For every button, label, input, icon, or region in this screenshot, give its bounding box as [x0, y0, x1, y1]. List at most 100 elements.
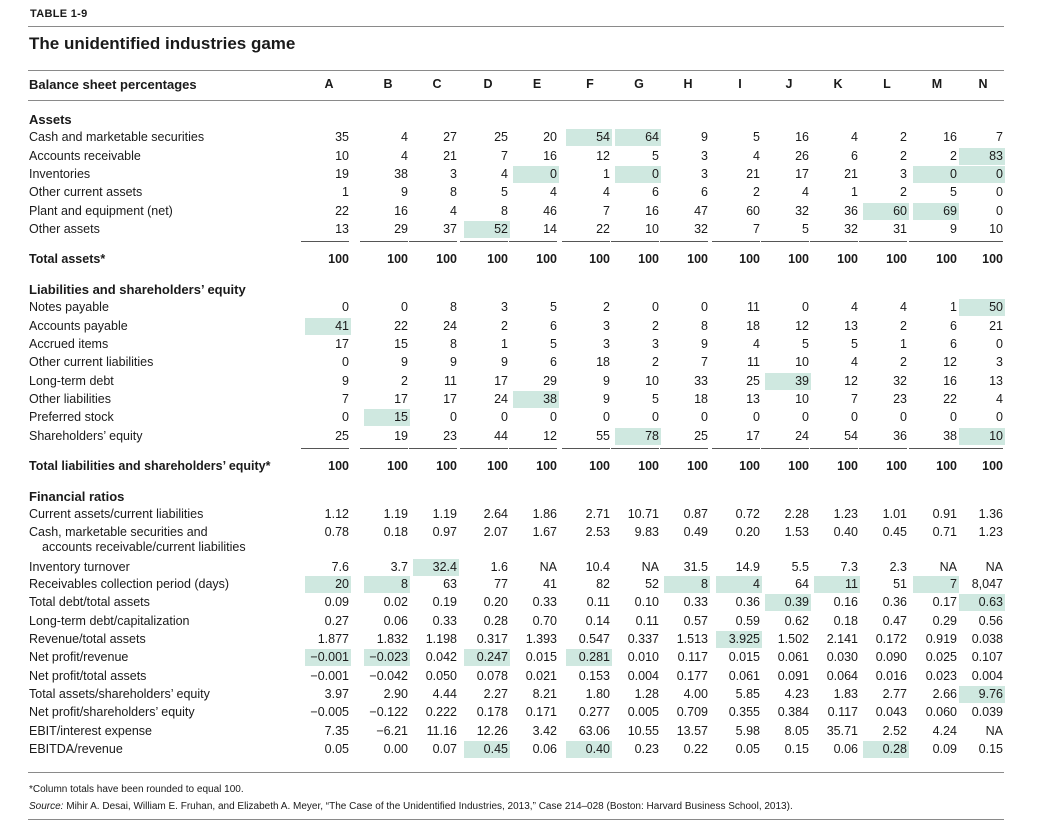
source-note: Source: Mihir A. Desai, William E. Fruha… — [29, 801, 793, 812]
table-cell: 0.021 — [525, 669, 557, 683]
table-cell: 0.59 — [735, 614, 760, 628]
table-cell: 77 — [494, 577, 508, 591]
table-cell: 9 — [701, 130, 708, 144]
table-cell: 0.117 — [677, 650, 708, 664]
table-cell: 0.11 — [586, 595, 610, 609]
total-rule — [909, 448, 957, 449]
total-rule — [660, 241, 708, 242]
table-cell: 11.16 — [426, 724, 457, 738]
table-cell: 24 — [494, 392, 508, 406]
row-label: Net profit/revenue — [29, 650, 129, 664]
table-cell: 100 — [936, 252, 957, 266]
table-cell: 0.10 — [634, 595, 659, 609]
table-cell: 0.78 — [324, 525, 349, 539]
table-cell: 4.44 — [432, 687, 457, 701]
table-cell: 2.52 — [882, 724, 907, 738]
table-cell: 6 — [950, 319, 957, 333]
table-cell: 0 — [401, 300, 408, 314]
table-cell: 0.97 — [432, 525, 457, 539]
table-cell: 44 — [494, 429, 508, 443]
table-cell: 0.63 — [959, 594, 1005, 611]
total-rule — [955, 448, 1003, 449]
row-label: Notes payable — [29, 300, 109, 314]
table-cell: 0 — [342, 355, 349, 369]
table-cell: 2 — [501, 319, 508, 333]
table-cell: 52 — [645, 577, 659, 591]
table-cell: 0.172 — [875, 632, 907, 646]
table-cell: 0 — [996, 185, 1003, 199]
table-cell: 9 — [701, 337, 708, 351]
table-cell: 22 — [394, 319, 408, 333]
table-cell: 1.36 — [978, 507, 1003, 521]
table-cell: 0.030 — [826, 650, 858, 664]
table-cell: 100 — [387, 459, 408, 473]
table-cell: 1.28 — [634, 687, 659, 701]
table-cell: 8 — [501, 204, 508, 218]
table-cell: 1.502 — [777, 632, 809, 646]
row-label: Total debt/total assets — [29, 595, 150, 609]
table-cell: 2.28 — [784, 507, 809, 521]
table-cell: 0.72 — [735, 507, 760, 521]
table-cell: 0 — [701, 410, 708, 424]
table-cell: 1.23 — [833, 507, 858, 521]
table-cell: 50 — [959, 299, 1005, 316]
table-cell: 0.29 — [932, 614, 957, 628]
table-cell: 1.877 — [317, 632, 349, 646]
total-rule — [409, 448, 457, 449]
table-cell: 1 — [342, 185, 349, 199]
source-text: Mihir A. Desai, William E. Fruhan, and E… — [66, 801, 793, 812]
table-cell: −6.21 — [376, 724, 408, 738]
table-cell: 11 — [747, 355, 760, 369]
table-cell: 0 — [950, 410, 957, 424]
table-cell: 37 — [443, 222, 457, 236]
table-cell: 9 — [342, 374, 349, 388]
table-cell: 11 — [444, 374, 457, 388]
table-cell: 35.71 — [826, 724, 858, 738]
table-cell: 0.36 — [735, 595, 760, 609]
table-cell: 3.7 — [390, 560, 408, 574]
table-cell: 0.281 — [566, 649, 612, 666]
total-rule — [360, 448, 408, 449]
table-cell: 0 — [603, 410, 610, 424]
table-cell: 0.042 — [425, 650, 457, 664]
table-cell: 10 — [335, 149, 349, 163]
table-cell: 0.384 — [777, 705, 809, 719]
column-header-a: A — [324, 77, 334, 91]
table-cell: 7 — [913, 576, 959, 593]
table-cell: 2.71 — [585, 507, 610, 521]
table-cell: 2.77 — [882, 687, 907, 701]
table-cell: 0.038 — [971, 632, 1003, 646]
row-label: Other current liabilities — [29, 355, 154, 369]
table-cell: 4 — [550, 185, 557, 199]
table-cell: 100 — [788, 459, 809, 473]
table-cell: 24 — [443, 319, 457, 333]
table-cell: 2.3 — [889, 560, 907, 574]
table-cell: 14 — [543, 222, 557, 236]
row-label: Accounts receivable — [29, 149, 141, 163]
table-cell: 100 — [536, 459, 557, 473]
table-cell: 17 — [494, 374, 508, 388]
table-cell: 3.97 — [324, 687, 349, 701]
row-label: Total assets* — [29, 252, 106, 266]
row-label: Net profit/total assets — [29, 669, 147, 683]
bottom-rule — [28, 772, 1004, 773]
table-cell: 27 — [443, 130, 457, 144]
table-cell: 0 — [342, 410, 349, 424]
table-cell: 0.004 — [971, 669, 1003, 683]
table-cell: 0.355 — [728, 705, 760, 719]
table-cell: 64 — [615, 129, 661, 146]
table-cell: 100 — [886, 252, 907, 266]
table-cell: 10.4 — [585, 560, 610, 574]
table-cell: 1.86 — [532, 507, 557, 521]
table-cell: 4 — [996, 392, 1003, 406]
table-cell: 0.061 — [728, 669, 760, 683]
table-cell: 31.5 — [683, 560, 708, 574]
table-cell: 82 — [596, 577, 610, 591]
column-header-i: I — [738, 77, 742, 91]
table-cell: 3 — [900, 167, 907, 181]
table-cell: 0.153 — [578, 669, 610, 683]
table-cell: 5 — [802, 222, 809, 236]
table-cell: 0.40 — [833, 525, 858, 539]
table-cell: 8 — [364, 576, 410, 593]
table-cell: 20 — [543, 130, 557, 144]
